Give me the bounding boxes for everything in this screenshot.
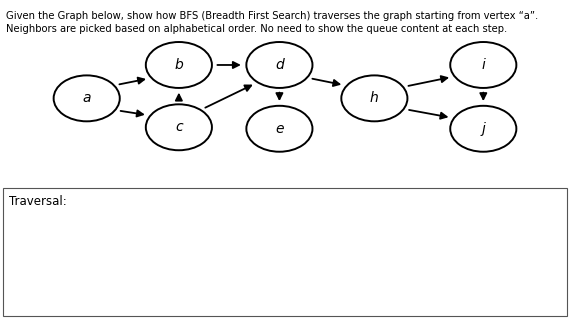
Text: h: h bbox=[370, 91, 378, 105]
Text: j: j bbox=[482, 122, 485, 136]
Ellipse shape bbox=[246, 106, 312, 152]
FancyBboxPatch shape bbox=[3, 188, 567, 316]
Text: e: e bbox=[275, 122, 284, 136]
Text: i: i bbox=[482, 58, 485, 72]
Text: b: b bbox=[174, 58, 183, 72]
Text: a: a bbox=[83, 91, 91, 105]
Ellipse shape bbox=[54, 75, 120, 121]
Ellipse shape bbox=[450, 106, 516, 152]
Text: Given the Graph below, show how BFS (Breadth First Search) traverses the graph s: Given the Graph below, show how BFS (Bre… bbox=[6, 11, 538, 21]
Ellipse shape bbox=[246, 42, 312, 88]
Ellipse shape bbox=[146, 42, 212, 88]
Text: c: c bbox=[175, 120, 182, 134]
Text: Traversal:: Traversal: bbox=[9, 195, 66, 208]
Text: Neighbors are picked based on alphabetical order. No need to show the queue cont: Neighbors are picked based on alphabetic… bbox=[6, 24, 507, 34]
Text: d: d bbox=[275, 58, 284, 72]
Ellipse shape bbox=[450, 42, 516, 88]
Ellipse shape bbox=[341, 75, 408, 121]
Ellipse shape bbox=[146, 104, 212, 150]
